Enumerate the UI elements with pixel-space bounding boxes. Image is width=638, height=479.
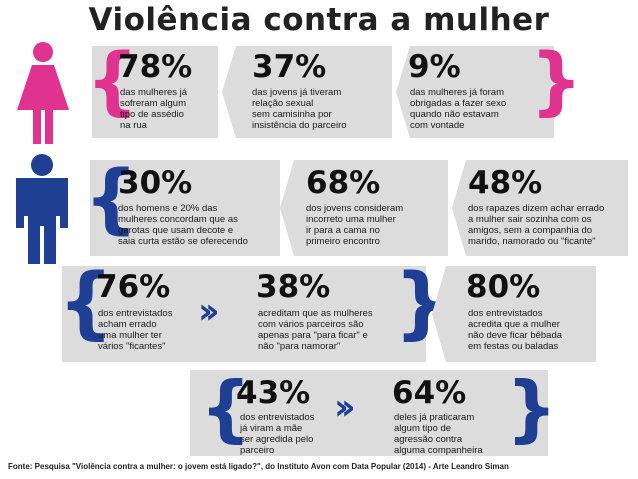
stat-30-desc: dos homens e 20% das mulheres concordam q… bbox=[118, 203, 248, 247]
stat-43-desc: dos entrevistados já viram a mãe ser agred… bbox=[240, 412, 315, 456]
man-figure-icon bbox=[16, 154, 68, 264]
stat-box-80 bbox=[432, 266, 596, 362]
stat-78-desc: das mulheres já sofreram algum tipo de ass… bbox=[120, 87, 188, 131]
stat-80-value: 80% bbox=[466, 269, 541, 305]
stat-64-value: 64% bbox=[392, 375, 467, 411]
stat-76-value: 76% bbox=[96, 269, 171, 305]
stat-37-desc: das jovens já tiveram relação sexual sem c… bbox=[252, 87, 347, 131]
stat-80-desc: dos entrevistados acredita que a mulher nã… bbox=[468, 308, 563, 352]
woman-figure-icon bbox=[17, 42, 69, 144]
left-brace-icon: { bbox=[58, 258, 114, 348]
stat-68-desc: dos jovens consideram incorreto uma mulhe… bbox=[306, 203, 404, 247]
page-title: Violência contra a mulher bbox=[88, 2, 550, 38]
left-brace-icon: { bbox=[200, 366, 252, 450]
stat-9-desc: das mulheres já foram obrigadas a fazer s… bbox=[410, 87, 507, 131]
stat-37-value: 37% bbox=[252, 49, 327, 85]
stat-30-value: 30% bbox=[118, 165, 193, 201]
stat-box-68 bbox=[280, 160, 448, 256]
right-brace-icon: } bbox=[506, 366, 558, 450]
stat-box-9 bbox=[396, 46, 554, 138]
right-brace-icon: } bbox=[530, 38, 583, 124]
stat-43-value: 43% bbox=[236, 375, 311, 411]
stat-box-43-64 bbox=[190, 370, 548, 456]
stat-48-desc: dos rapazes dizem achar errado a mulher s… bbox=[468, 203, 605, 247]
source-caption: Fonte: Pesquisa "Violência contra a mulh… bbox=[8, 462, 509, 471]
stat-box-30 bbox=[90, 160, 280, 256]
stat-68-value: 68% bbox=[306, 165, 381, 201]
stat-76-desc: dos entrevistados acham errado uma mulher … bbox=[98, 308, 173, 352]
stat-box-37 bbox=[222, 46, 392, 138]
stat-38-desc: acreditam que as mulheres com vários parc… bbox=[258, 308, 373, 352]
double-chevron-right-icon: ›› bbox=[198, 291, 219, 332]
stat-9-value: 9% bbox=[408, 49, 461, 85]
stat-38-value: 38% bbox=[256, 269, 331, 305]
stat-64-desc: deles já praticaram algum tipo de agressão… bbox=[394, 412, 483, 456]
stat-48-value: 48% bbox=[468, 165, 543, 201]
stat-78-value: 78% bbox=[118, 49, 193, 85]
stat-box-78 bbox=[92, 46, 218, 138]
stat-box-76-38 bbox=[62, 266, 426, 362]
left-brace-icon: { bbox=[84, 153, 139, 242]
left-brace-icon: { bbox=[86, 38, 139, 124]
stat-box-48 bbox=[452, 160, 628, 256]
double-chevron-right-icon: ›› bbox=[334, 387, 355, 428]
